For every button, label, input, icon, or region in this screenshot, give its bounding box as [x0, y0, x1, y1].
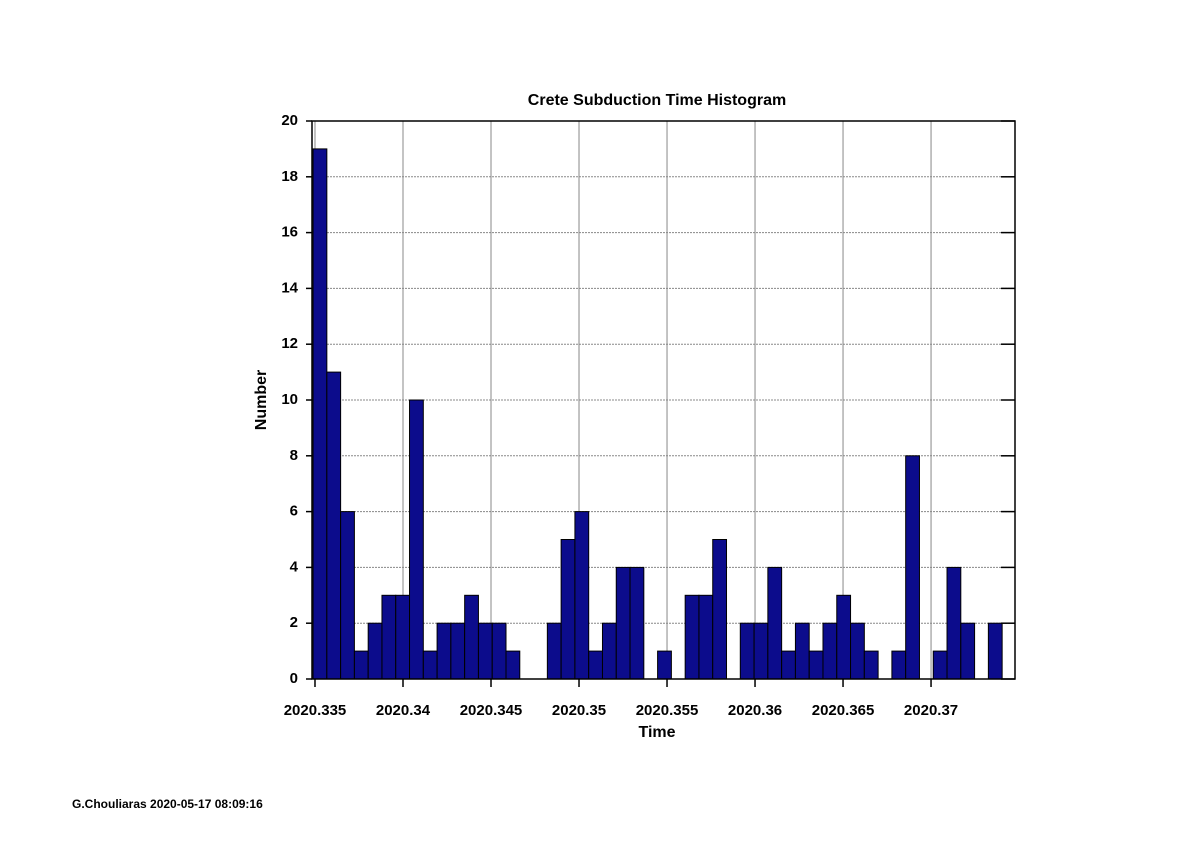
x-tick-label: 2020.355 [636, 702, 699, 719]
bar [781, 650, 796, 680]
bar [753, 622, 769, 680]
bar [850, 622, 865, 680]
bar [312, 148, 328, 680]
y-axis-label: Number [253, 370, 270, 430]
x-axis-label: Time [638, 724, 675, 741]
plot-frame [311, 120, 1016, 680]
bar [767, 566, 783, 680]
footer: G.Chouliaras 2020-05-17 08:09:16 [72, 797, 263, 811]
y-tick-label: 8 [290, 447, 298, 464]
y-tick-label: 16 [281, 224, 298, 241]
bar [422, 650, 438, 680]
bar [367, 622, 383, 680]
bar [822, 622, 838, 680]
bar [546, 622, 562, 680]
y-tick-label: 2 [290, 614, 298, 631]
bar [905, 455, 920, 680]
bar [712, 539, 728, 680]
y-tick-label: 12 [281, 335, 298, 352]
bar [836, 594, 852, 680]
bar [698, 594, 714, 680]
y-tick-label: 6 [290, 503, 298, 520]
chart-title: Crete Subduction Time Histogram [528, 92, 786, 109]
x-tick-label: 2020.37 [904, 702, 958, 719]
bar [588, 650, 603, 680]
x-tick-label: 2020.345 [460, 702, 523, 719]
bar [353, 650, 369, 680]
bar [450, 622, 466, 680]
bar [808, 650, 824, 680]
bar [505, 650, 521, 680]
y-tick-label: 18 [281, 168, 298, 185]
bar [629, 566, 645, 680]
bar [932, 650, 948, 680]
bar [409, 399, 424, 680]
x-tick-label: 2020.35 [552, 702, 606, 719]
bar [574, 511, 590, 680]
bar [960, 622, 976, 680]
bar [863, 650, 879, 680]
axes: 0 2 4 6 8 10 12 14 16 18 20 2020.335 2020.34 2020.345… [281, 112, 1016, 719]
bar [987, 622, 1003, 680]
bar [794, 622, 810, 680]
y-tick-label: 0 [290, 670, 298, 687]
bar [601, 622, 617, 680]
bars [312, 148, 1003, 680]
bar [946, 566, 962, 680]
bar [684, 594, 700, 680]
x-tick-label: 2020.34 [376, 702, 431, 719]
bar [436, 622, 452, 680]
bar [326, 371, 342, 680]
x-tick-label: 2020.335 [284, 702, 347, 719]
bar [891, 650, 907, 680]
bar [491, 622, 507, 680]
y-tick-label: 4 [290, 558, 299, 575]
y-tick-label: 10 [281, 391, 298, 408]
bar [657, 650, 672, 680]
bar [477, 622, 493, 680]
bar [340, 511, 355, 680]
bar [395, 594, 411, 680]
bar [615, 566, 631, 680]
bar [739, 622, 755, 680]
y-tick-label: 20 [281, 112, 298, 129]
x-tick-label: 2020.365 [812, 702, 875, 719]
bar [464, 594, 479, 680]
bar [560, 539, 576, 680]
x-tick-label: 2020.36 [728, 702, 782, 719]
bar [381, 594, 397, 680]
y-tick-label: 14 [281, 279, 298, 296]
